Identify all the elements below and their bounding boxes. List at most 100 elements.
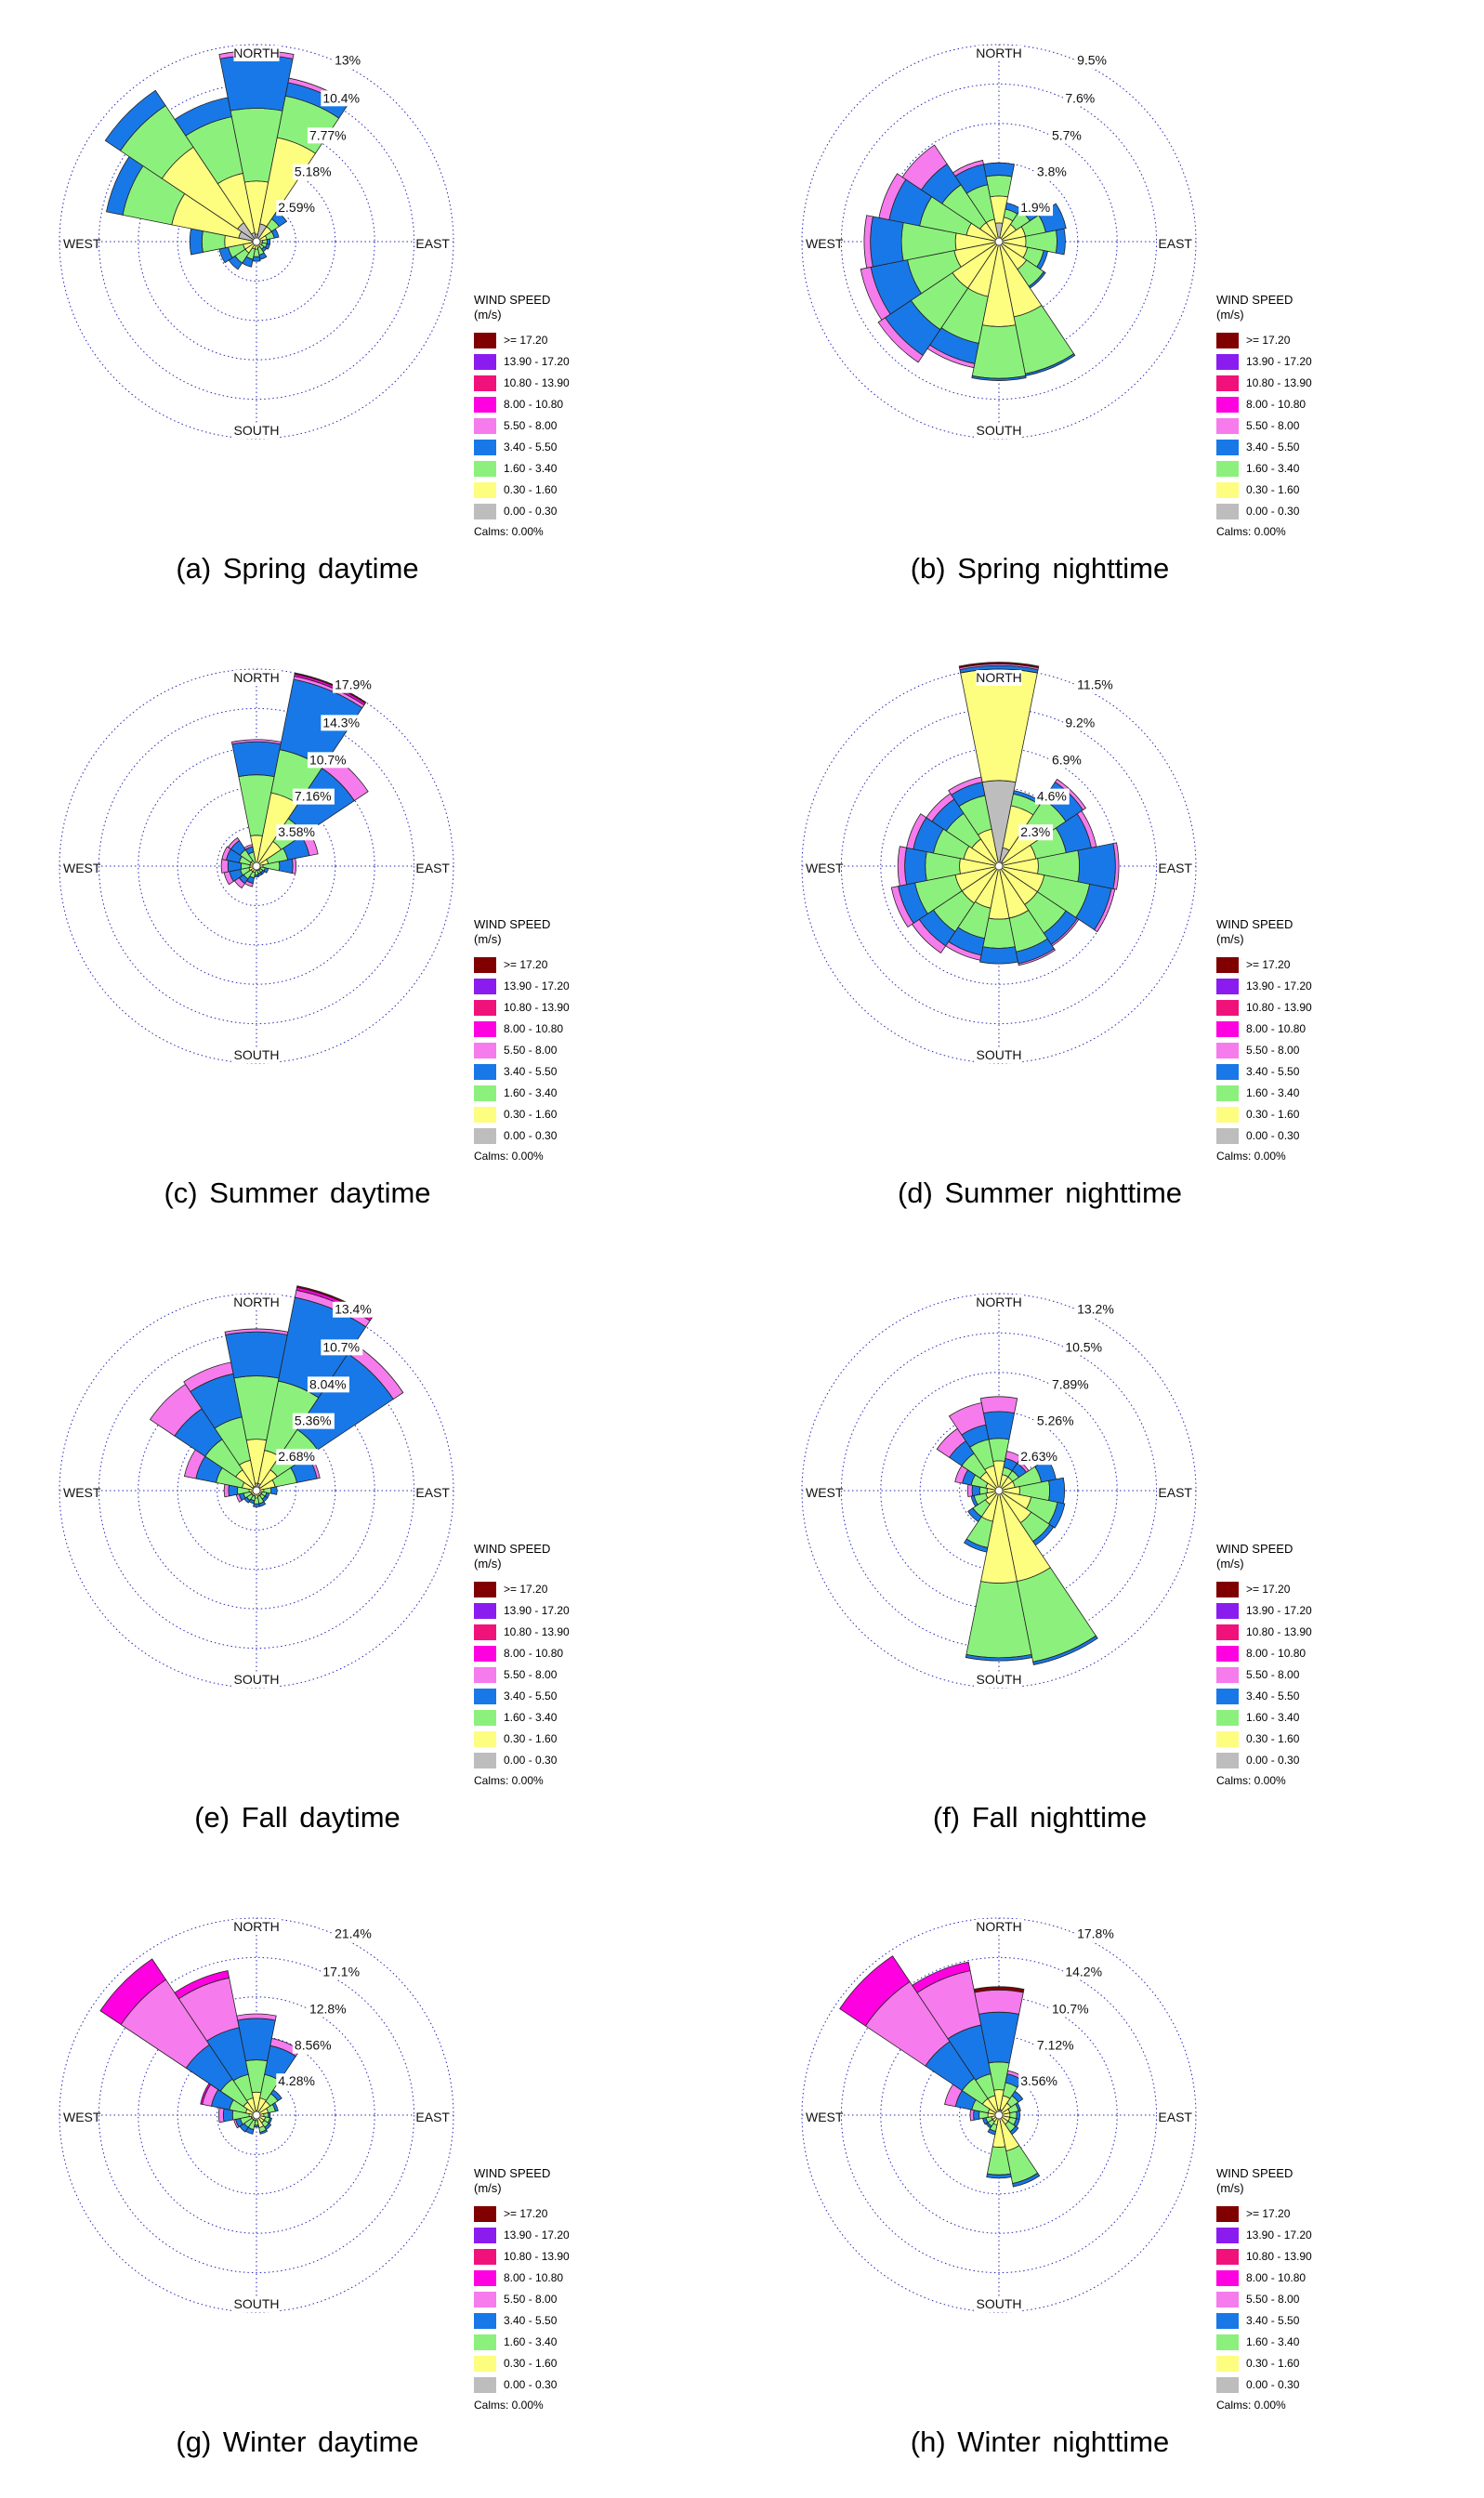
legend-item: 8.00 - 10.80 [1216,2268,1306,2289]
legend-swatch [474,1000,496,1016]
wind-rose-bar [1077,843,1116,889]
legend-label: 0.30 - 1.60 [504,1108,558,1121]
legend-item: >= 17.20 [1216,954,1293,976]
legend-swatch [1216,2206,1239,2222]
ring-label: 4.28% [278,2073,315,2088]
compass-label: NORTH [976,1919,1022,1934]
legend-item: 10.80 - 13.90 [1216,2246,1312,2268]
compass-label: EAST [415,861,450,875]
wind-rose-bar [243,844,254,850]
legend-swatch [1216,1646,1239,1662]
center-hole [994,237,1004,246]
compass-label: EAST [1158,2110,1192,2124]
wind-rose-chart: 2.63% 5.26% 7.89% 10.5% 13.2% NORTH SOUTH WEST E… [801,1293,1197,1689]
legend: WIND SPEED (m/s) >= 17.20 13.90 - 17.20 10.8… [474,293,570,538]
ring-label-bg [1049,1376,1092,1393]
legend-unit: (m/s) [474,1557,502,1571]
legend-label: 0.30 - 1.60 [1246,483,1300,496]
ring-label: 5.26% [1037,1413,1074,1428]
legend-swatch [1216,1043,1239,1058]
ring-label: 2.3% [1020,824,1050,839]
legend-item: 0.30 - 1.60 [1216,1729,1299,1750]
legend-swatch [1216,418,1239,434]
ring-label: 5.36% [295,1413,332,1428]
legend-unit: (m/s) [474,2181,502,2195]
legend-item: 5.50 - 8.00 [1216,415,1299,437]
legend-item: 8.00 - 10.80 [474,1643,563,1664]
compass-label: EAST [1158,861,1192,875]
legend-item: >= 17.20 [1216,2203,1293,2225]
legend-item: 10.80 - 13.90 [1216,1622,1312,1643]
legend-swatch [1216,1689,1239,1704]
legend: WIND SPEED (m/s) >= 17.20 13.90 - 17.20 10.8… [474,1542,570,1787]
legend-item: 0.00 - 0.30 [1216,1125,1299,1147]
center-hole [252,237,261,246]
legend-swatch [474,2313,496,2329]
legend-swatch [474,375,496,391]
ring-label: 12.8% [309,2001,347,2016]
legend-label: >= 17.20 [1246,2207,1291,2220]
legend: WIND SPEED (m/s) >= 17.20 13.90 - 17.20 10.8… [1216,293,1312,538]
legend-title: WIND SPEED [474,293,551,307]
legend-swatch [1216,375,1239,391]
ring-label: 13.4% [335,1302,372,1317]
center-hole [252,1486,261,1495]
legend-calms: Calms: 0.00% [1216,1774,1286,1787]
wind-rose-panel: 2.59% 5.18% 7.77% 10.4% 13% NORTH SOUTH WEST EAS… [0,0,742,624]
wind-rose-bar [264,243,270,250]
wind-rose-bar [269,2089,282,2102]
ring-label: 5.7% [1052,127,1082,142]
legend-label: 0.00 - 0.30 [1246,505,1300,518]
legend-item: >= 17.20 [474,1579,550,1600]
ring-label-bg [1063,715,1098,731]
wind-rose-chart: 2.68% 5.36% 8.04% 10.7% 13.4% NORTH SOUTH WEST E… [59,1285,454,1689]
wind-rose-chart: 3.56% 7.12% 10.7% 14.2% 17.8% NORTH SOUTH WEST E… [801,1917,1197,2313]
legend-swatch [474,1753,496,1768]
legend-swatch [474,1603,496,1619]
grid-ring [880,1372,1118,1610]
legend-item: 13.90 - 17.20 [474,976,570,997]
wind-rose-bar [221,846,231,861]
wind-rose-bar [1055,228,1066,256]
legend-item: 1.60 - 3.40 [1216,1707,1299,1729]
panel-caption: (d) Summer nighttime [897,1177,1183,1209]
legend-swatch [474,1582,496,1597]
legend-label: 13.90 - 17.20 [504,979,570,993]
legend-swatch [1216,1085,1239,1101]
compass-label-bg [976,670,1022,686]
legend-item: 3.40 - 5.50 [474,2310,557,2332]
wind-rose-chart: 2.59% 5.18% 7.77% 10.4% 13% NORTH SOUTH WEST EAS… [59,44,454,440]
wind-rose-bar [231,741,282,778]
legend-item: 1.60 - 3.40 [1216,2332,1299,2353]
legend: WIND SPEED (m/s) >= 17.20 13.90 - 17.20 10.8… [1216,1542,1312,1787]
compass-label-bg [804,2110,841,2125]
ring-label: 4.6% [1037,789,1067,804]
ring-label-bg [276,200,319,217]
legend-label: 10.80 - 13.90 [504,1625,570,1638]
legend-swatch [474,2270,496,2286]
wind-rose-bar [974,1990,1024,2015]
panel-caption: (b) Spring nighttime [910,552,1170,585]
ring-label: 1.9% [1020,200,1050,215]
legend-label: 13.90 - 17.20 [1246,355,1312,368]
wind-rose-bar [99,1958,167,2026]
ring-label: 5.18% [295,164,332,179]
legend-label: 8.00 - 10.80 [504,398,564,411]
compass-label-bg [233,46,280,61]
compass-label-bg [976,46,1022,61]
wind-rose-bar [906,813,927,850]
legend-swatch [474,354,496,370]
wind-rose-bar [897,846,908,887]
legend-label: 8.00 - 10.80 [1246,1022,1307,1035]
compass-label: SOUTH [234,1047,280,1062]
compass-label-bg [233,670,280,686]
compass-label: SOUTH [977,423,1022,438]
legend-label: 1.60 - 3.40 [1246,462,1300,475]
legend-item: 13.90 - 17.20 [1216,976,1312,997]
legend-item: 13.90 - 17.20 [474,1600,570,1622]
compass-label: NORTH [233,46,280,60]
compass-label-bg [61,861,98,876]
wind-rose-bar [268,2111,271,2119]
legend-item: 0.00 - 0.30 [474,501,557,522]
wind-rose-bar [973,1986,1025,1993]
